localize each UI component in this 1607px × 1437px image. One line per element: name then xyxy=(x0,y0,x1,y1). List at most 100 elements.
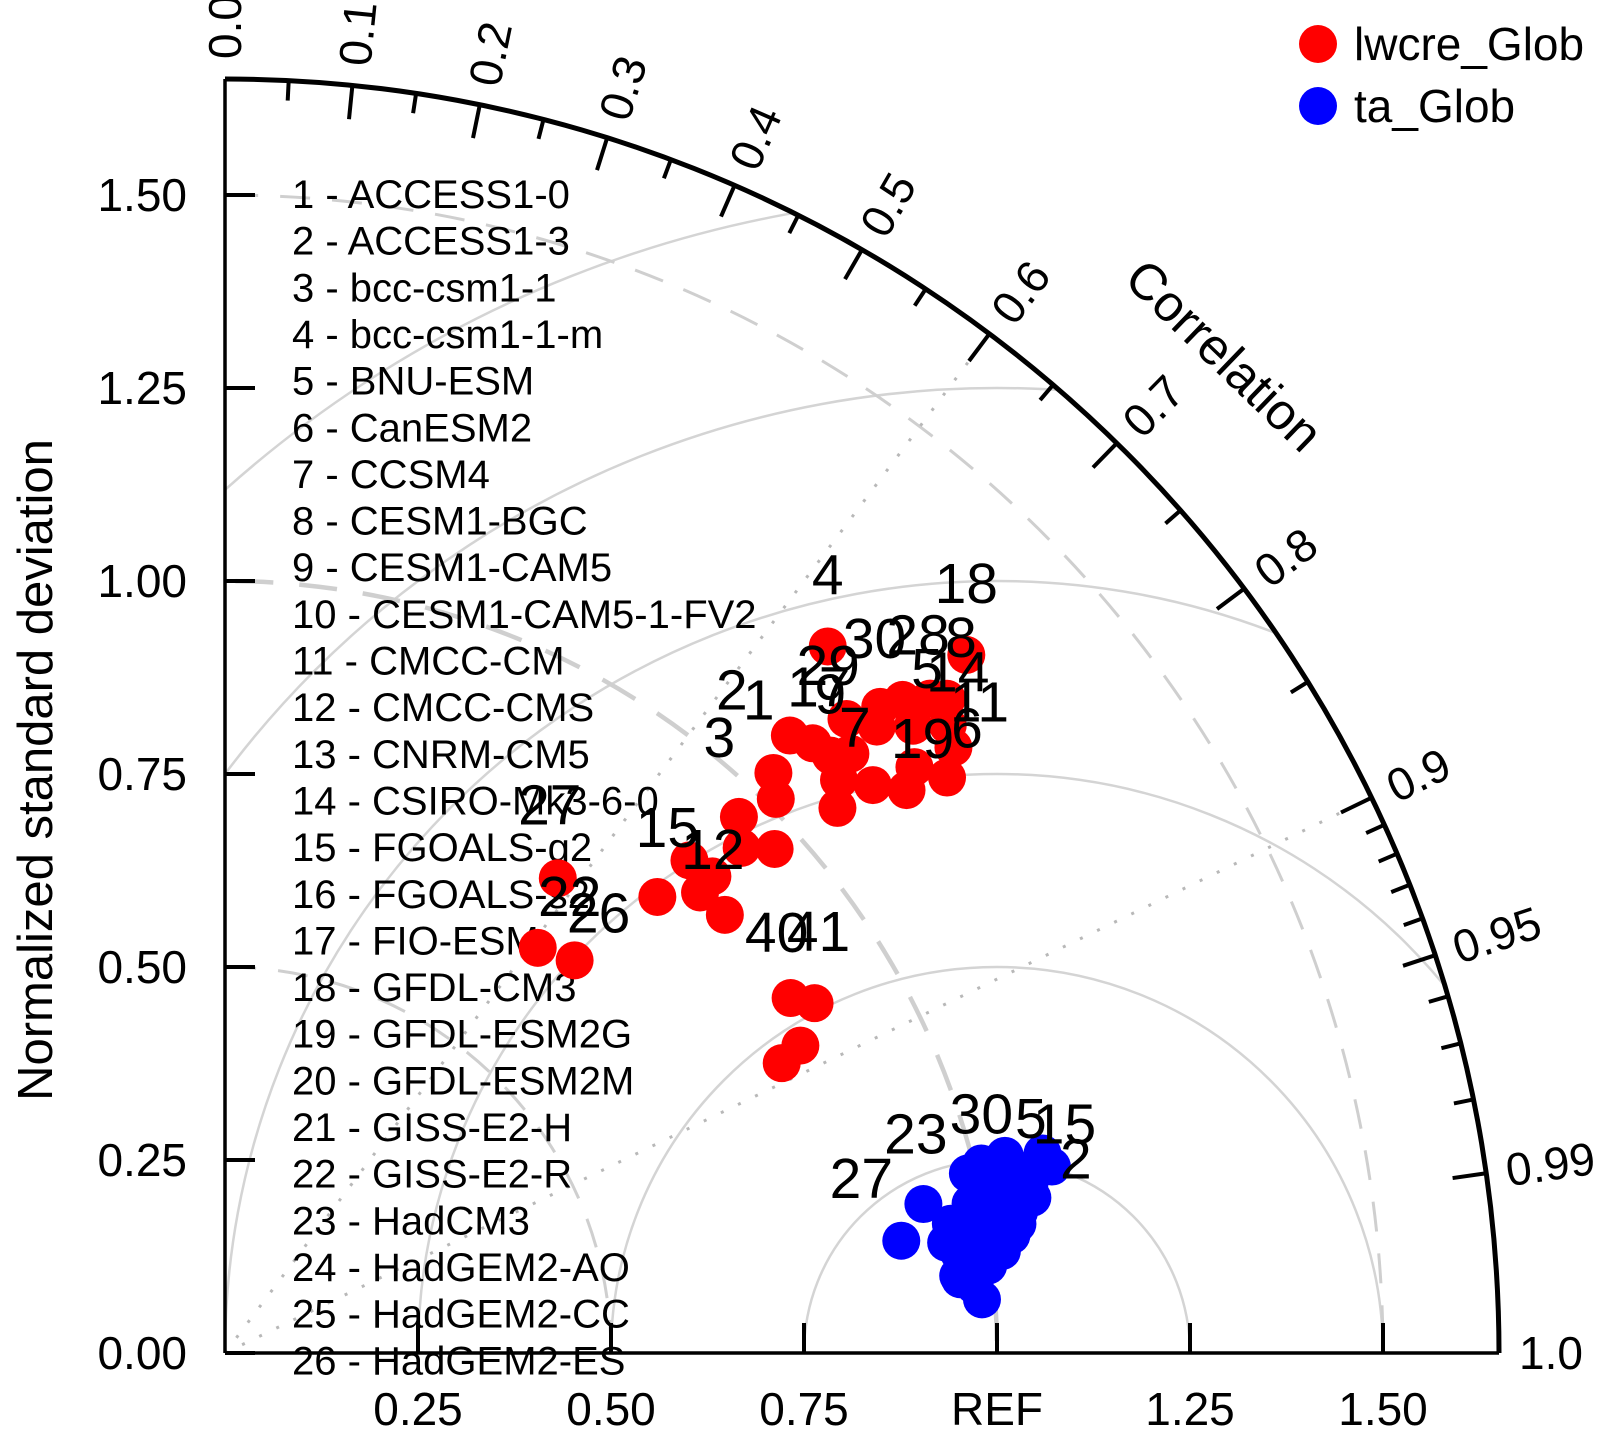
data-point xyxy=(934,728,973,767)
data-point-label: 2 xyxy=(716,659,748,723)
correlation-tick-label: 1.0 xyxy=(1519,1327,1583,1379)
data-point-label: 15 xyxy=(1033,1093,1096,1157)
data-point-label: 5 xyxy=(911,637,943,701)
data-point-label: 3 xyxy=(704,706,736,770)
correlation-tick-label: 0.4 xyxy=(719,98,792,177)
data-point xyxy=(808,627,847,666)
data-point xyxy=(941,1260,980,1299)
model-list-item: 23 - HadCM3 xyxy=(292,1199,530,1243)
model-list-item: 7 - CCSM4 xyxy=(292,453,490,497)
data-point xyxy=(882,1221,921,1260)
correlation-tick xyxy=(967,332,992,363)
series-lwcre_Glob-dots xyxy=(518,627,986,1083)
data-point-label: 5 xyxy=(1015,1087,1047,1151)
data-point-label: 30 xyxy=(843,607,906,671)
correlation-tick xyxy=(1215,586,1246,611)
model-list-item: 11 - CMCC-CM xyxy=(292,640,565,684)
correlation-tick xyxy=(347,85,355,120)
correlation-tick xyxy=(1289,680,1309,695)
correlation-tick xyxy=(1403,916,1424,928)
data-point-label: 15 xyxy=(636,796,699,860)
data-point-label: 6 xyxy=(951,697,983,761)
correlation-tick-label: 0.9 xyxy=(1378,738,1458,813)
data-point xyxy=(518,928,557,967)
rmse-circle xyxy=(225,193,1499,1353)
data-point xyxy=(722,828,761,867)
x-tick-label: 1.50 xyxy=(1338,1383,1428,1435)
data-point xyxy=(928,758,967,797)
correlation-tick xyxy=(787,214,801,235)
data-point xyxy=(827,699,866,738)
correlation-tick-label: 0.5 xyxy=(849,164,926,245)
model-list-item: 22 - GISS-E2-R xyxy=(292,1153,572,1197)
correlation-tick xyxy=(285,80,291,101)
correlation-tick xyxy=(1091,441,1119,469)
data-point xyxy=(538,859,577,898)
data-point xyxy=(980,1152,1019,1191)
legend-marker-lwcre xyxy=(1299,25,1337,63)
y-tick-label: 0.50 xyxy=(97,941,187,993)
data-point-label: 26 xyxy=(567,881,630,945)
correlation-tick-label: 0.3 xyxy=(588,50,657,127)
correlation-tick-label: 0.1 xyxy=(329,0,387,68)
grid-lines xyxy=(225,193,1499,1353)
data-point xyxy=(756,779,795,818)
data-point-label: 9 xyxy=(815,663,847,727)
data-point xyxy=(705,895,744,934)
correlation-tick xyxy=(662,158,673,180)
data-point xyxy=(819,760,858,799)
data-point xyxy=(927,1223,966,1262)
correlation-tick xyxy=(595,137,610,171)
data-point-label: 1 xyxy=(743,668,775,732)
data-point xyxy=(853,766,892,805)
correlation-tick xyxy=(913,287,928,307)
x-tick-label: 0.50 xyxy=(566,1383,656,1435)
data-point xyxy=(555,941,594,980)
correlation-tick xyxy=(536,118,546,140)
model-list-item: 1 - ACCESS1-0 xyxy=(292,173,570,217)
series-ta_Glob-dots xyxy=(882,1134,1071,1319)
correlation-tick xyxy=(1390,882,1411,894)
correlation-tick-label: 0.0 xyxy=(199,0,251,59)
data-point-label: 28 xyxy=(886,604,949,668)
data-point-label: 19 xyxy=(891,707,954,771)
data-point xyxy=(894,706,933,745)
model-list-item: 2 - ACCESS1-3 xyxy=(292,220,570,264)
legend: lwcre_Glob ta_Glob xyxy=(1299,18,1584,132)
correlation-tick-label: 0.95 xyxy=(1446,896,1547,973)
correlation-tick-label: 0.2 xyxy=(458,17,522,90)
model-list-item: 19 - GFDL-ESM2G xyxy=(292,1013,632,1057)
data-point-label: 27 xyxy=(518,773,581,837)
correlation-tick xyxy=(1164,508,1182,526)
data-point-label: 27 xyxy=(830,1147,893,1211)
correlation-tick xyxy=(843,248,864,281)
y-tick-label: 0.25 xyxy=(97,1134,187,1186)
data-point xyxy=(781,1026,820,1065)
model-list-item: 3 - bcc-csm1-1 xyxy=(292,266,557,310)
data-point-label: 17 xyxy=(787,656,850,720)
correlation-tick xyxy=(1402,953,1436,968)
correlation-tick xyxy=(1440,1041,1462,1051)
correlation-tick-label: 0.7 xyxy=(1112,365,1194,447)
model-list-item: 26 - HadGEM2-ES xyxy=(292,1339,625,1383)
rmse-circle xyxy=(225,386,1499,1353)
model-list-item: 18 - GFDL-CM3 xyxy=(292,966,577,1010)
correlation-tick xyxy=(1365,822,1386,835)
data-point xyxy=(681,873,720,912)
x-tick-label: REF xyxy=(951,1383,1043,1435)
model-list-item: 15 - FGOALS-g2 xyxy=(292,826,592,870)
rmse-circle xyxy=(416,772,1499,1353)
y-axis-title: Normalized standard deviation xyxy=(9,439,63,1101)
x-tick-label: 0.25 xyxy=(373,1383,463,1435)
data-point-label: 11 xyxy=(950,670,1009,734)
model-list-item: 5 - BNU-ESM xyxy=(292,360,534,404)
correlation-tick xyxy=(719,184,737,218)
correlation-tick xyxy=(1453,1097,1474,1106)
correlation-tick xyxy=(471,104,482,139)
data-point xyxy=(795,984,834,1023)
model-list-item: 17 - FIO-ESM xyxy=(292,919,539,963)
data-point xyxy=(1000,1192,1039,1231)
data-point xyxy=(895,748,934,787)
